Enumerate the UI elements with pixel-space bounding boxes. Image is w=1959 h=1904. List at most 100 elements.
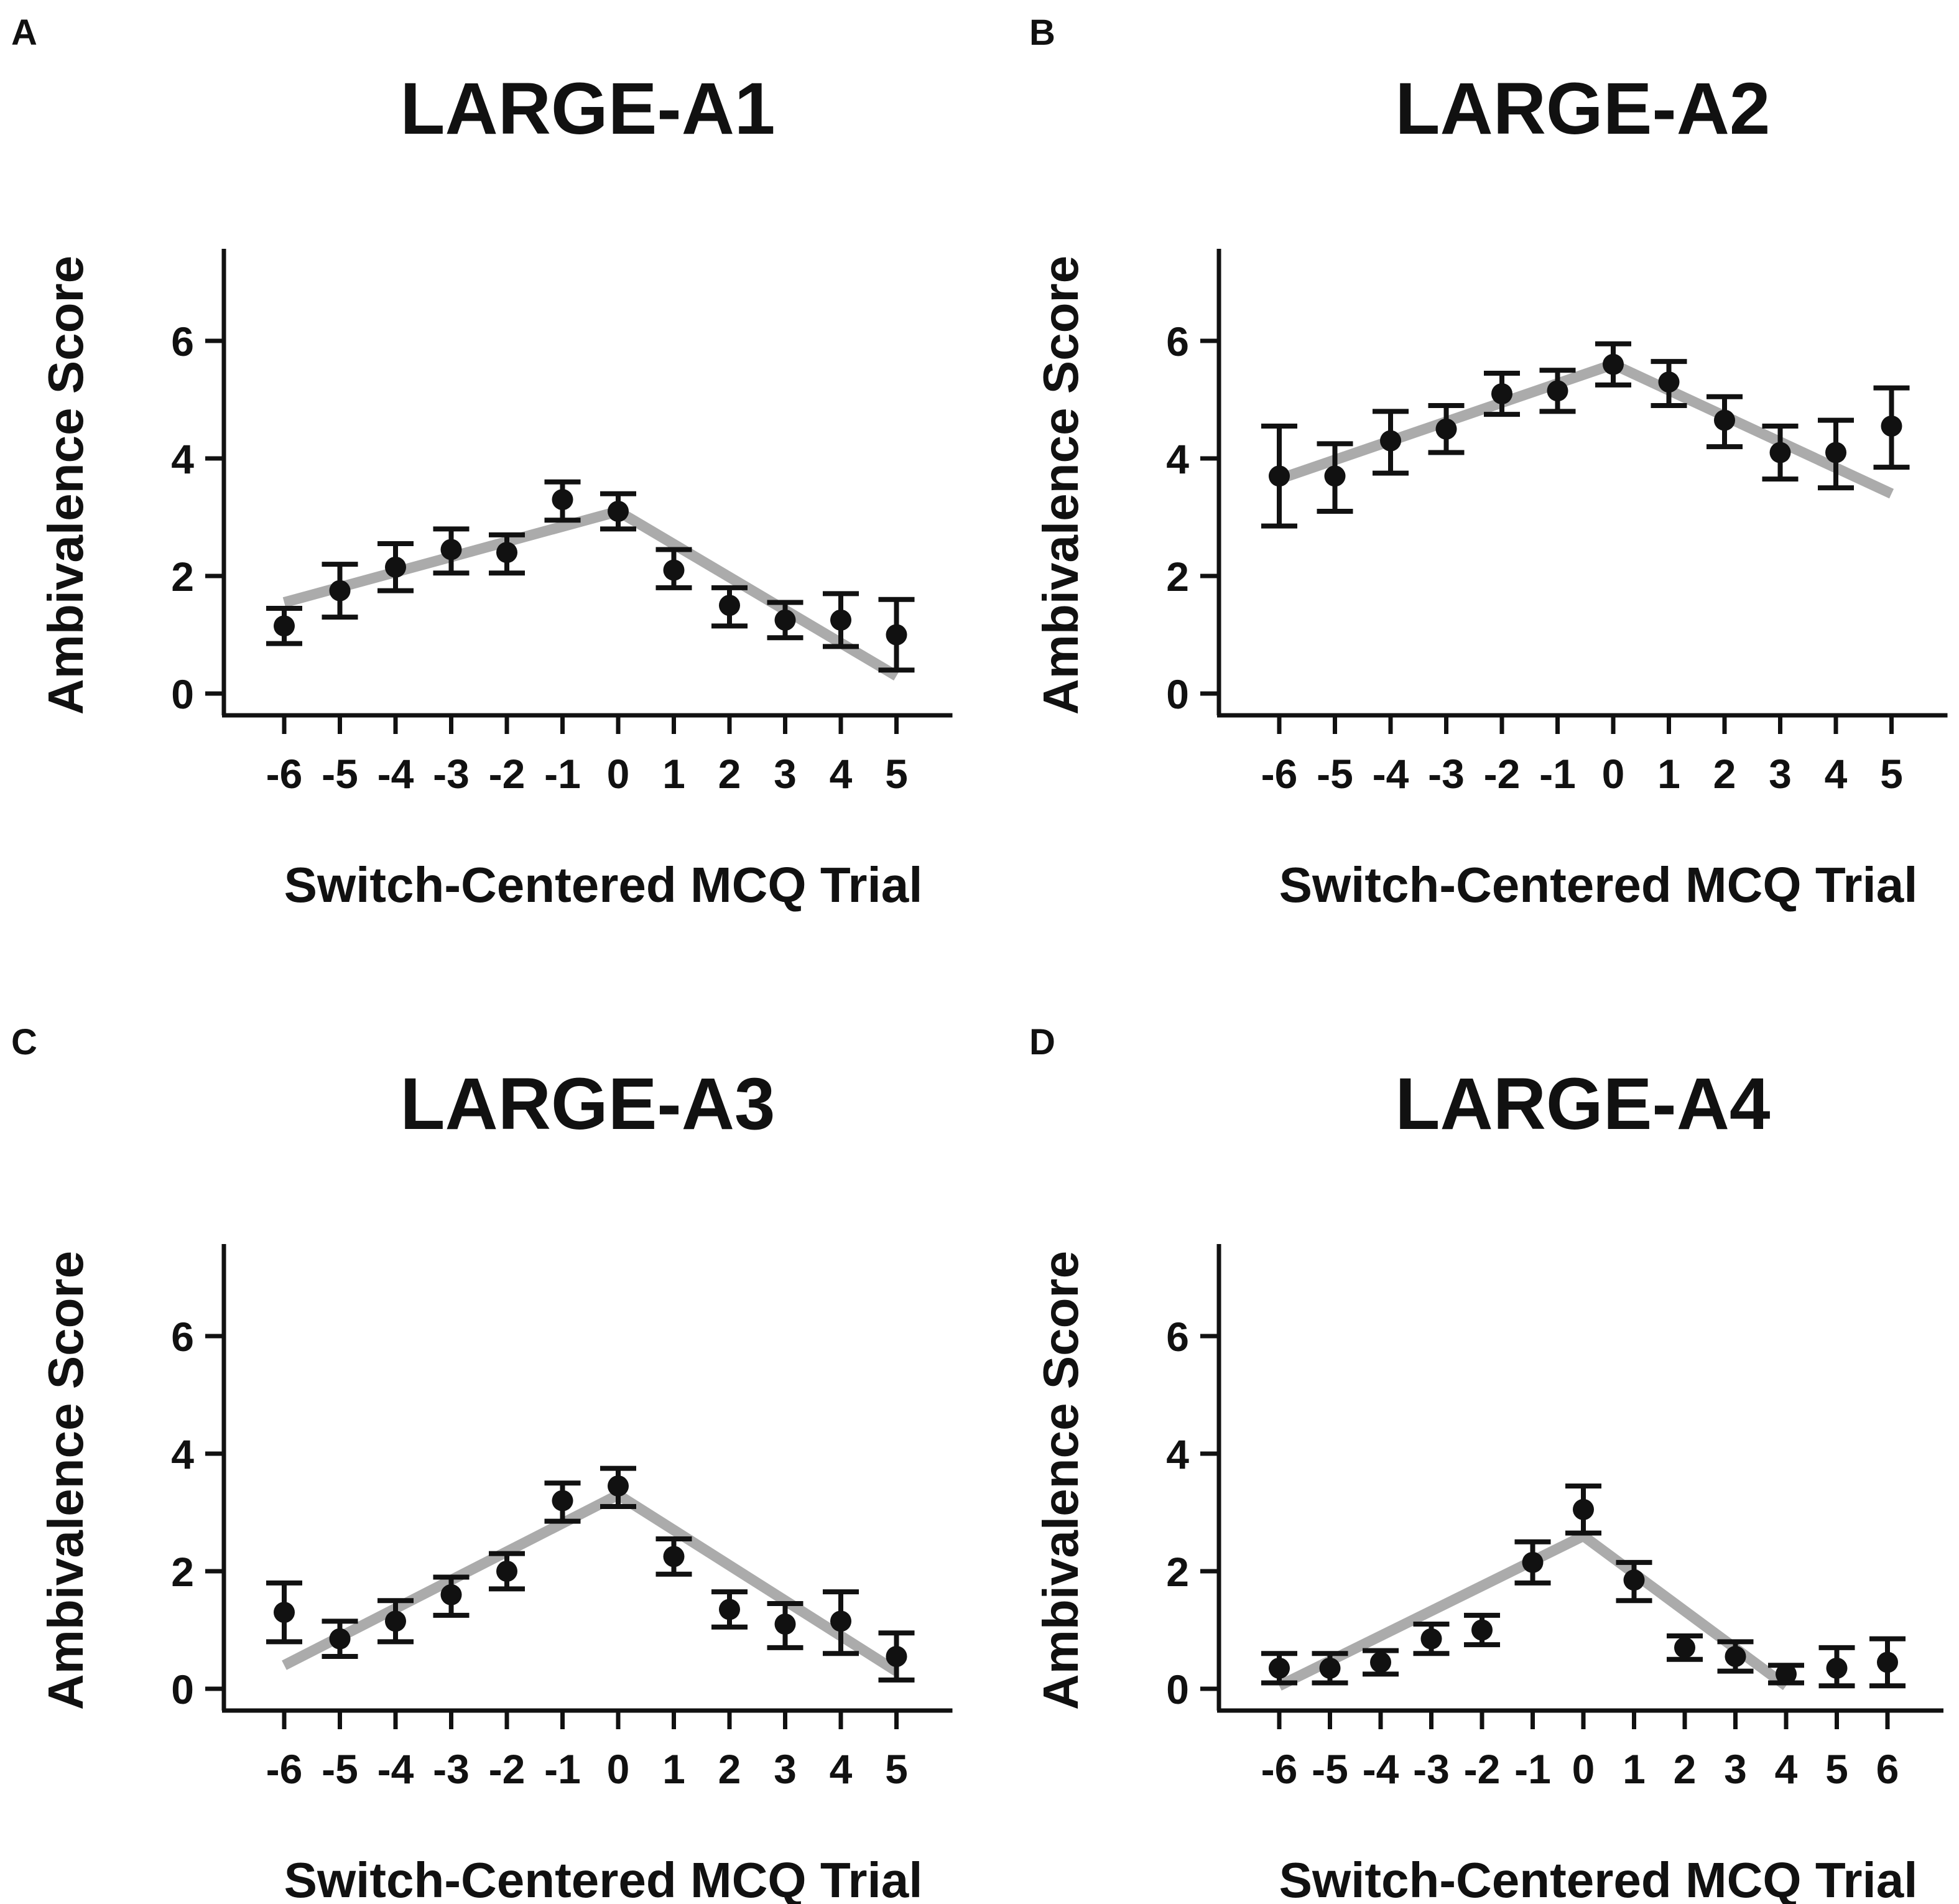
y-tick-label: 2	[1166, 554, 1189, 600]
panel-c: C LARGE-A3 Ambivalence Score Switch-Cent…	[11, 1022, 953, 1904]
x-tick-label: 0	[1602, 751, 1625, 797]
data-point	[830, 1610, 851, 1632]
data-point	[1547, 380, 1568, 402]
data-point	[1881, 416, 1902, 437]
x-tick-label: 3	[1724, 1746, 1747, 1792]
data-point	[1471, 1619, 1493, 1641]
x-tick-label: 1	[1657, 751, 1680, 797]
x-tick-label: 0	[607, 751, 630, 797]
data-point	[1491, 383, 1512, 405]
data-point	[1714, 409, 1735, 431]
x-tick-label: -1	[544, 1746, 581, 1792]
x-tick-label: 5	[885, 751, 908, 797]
data-point	[1370, 1651, 1391, 1673]
x-tick-label: 2	[718, 751, 741, 797]
x-axis-label: Switch-Centered MCQ Trial	[284, 1852, 923, 1904]
y-tick-label: 6	[1166, 1314, 1189, 1360]
data-point	[1825, 442, 1846, 463]
data-point	[385, 1610, 406, 1632]
x-tick-label: 1	[662, 751, 685, 797]
x-tick-label: -2	[1484, 751, 1521, 797]
data-point	[1623, 1569, 1645, 1591]
data-point	[496, 542, 517, 564]
data-point	[274, 615, 295, 637]
x-tick-label: -1	[1539, 751, 1576, 797]
y-tick-label: 4	[1166, 436, 1189, 482]
data-point	[774, 1614, 796, 1635]
x-tick-label: -5	[1312, 1746, 1348, 1792]
x-tick-label: 2	[718, 1746, 741, 1792]
x-tick-label: -3	[433, 751, 470, 797]
data-point	[1769, 442, 1791, 463]
y-axis-label: Ambivalence Score	[38, 256, 93, 715]
y-tick-label: 0	[1166, 1666, 1189, 1712]
data-point	[1522, 1551, 1544, 1573]
chart-title: LARGE-A3	[400, 1063, 775, 1145]
chart-title: LARGE-A2	[1395, 68, 1770, 150]
panel-b: B LARGE-A2 Ambivalence Score Switch-Cent…	[1029, 12, 1948, 913]
data-point	[1877, 1651, 1898, 1673]
x-tick-label: 2	[1674, 1746, 1697, 1792]
x-tick-label: -4	[1373, 751, 1409, 797]
x-tick-label: 4	[830, 1746, 853, 1792]
data-point	[608, 501, 629, 522]
data-point	[1269, 1657, 1290, 1679]
x-tick-label: -5	[1317, 751, 1353, 797]
x-tick-label: -2	[489, 751, 526, 797]
fit-line	[1277, 1530, 1790, 1691]
data-point	[1826, 1657, 1848, 1679]
fit-line	[282, 1488, 900, 1676]
x-tick-label: -4	[377, 1746, 414, 1792]
x-tick-label: 3	[774, 751, 797, 797]
x-tick-label: 1	[662, 1746, 685, 1792]
x-tick-label: -3	[433, 1746, 470, 1792]
data-point	[496, 1561, 517, 1582]
x-tick-label: -1	[1514, 1746, 1551, 1792]
data-point	[719, 1599, 740, 1620]
panel-letter: D	[1029, 1022, 1055, 1062]
x-tick-label: 0	[1572, 1746, 1595, 1792]
data-point	[329, 1628, 351, 1650]
data-point	[1319, 1657, 1341, 1679]
y-tick-label: 4	[1166, 1431, 1189, 1477]
x-tick-label: -6	[266, 751, 303, 797]
x-tick-label: 6	[1876, 1746, 1899, 1792]
x-tick-label: 1	[1623, 1746, 1646, 1792]
x-tick-label: -5	[322, 1746, 358, 1792]
data-point	[329, 580, 351, 601]
x-tick-label: -1	[544, 751, 581, 797]
x-tick-label: -6	[1261, 1746, 1298, 1792]
x-tick-label: 5	[885, 1746, 908, 1792]
data-point	[440, 539, 462, 560]
x-tick-label: 5	[1825, 1746, 1848, 1792]
data-point	[1269, 465, 1290, 487]
data-point	[1725, 1646, 1746, 1668]
y-axis-label: Ambivalence Score	[1033, 1251, 1088, 1710]
x-tick-label: 0	[607, 1746, 630, 1792]
x-tick-label: 4	[830, 751, 853, 797]
x-axis-label: Switch-Centered MCQ Trial	[284, 857, 923, 913]
y-tick-label: 6	[171, 1314, 194, 1360]
x-tick-label: 4	[1825, 751, 1848, 797]
y-axis-label: Ambivalence Score	[1033, 256, 1088, 715]
x-tick-label: 3	[1769, 751, 1792, 797]
data-point	[774, 609, 796, 631]
panel-letter: A	[11, 12, 37, 53]
y-tick-label: 2	[1166, 1549, 1189, 1595]
panel-d: D LARGE-A4 Ambivalence Score Switch-Cent…	[1029, 1022, 1943, 1904]
x-tick-label: 3	[774, 1746, 797, 1792]
chart-title: LARGE-A4	[1395, 1063, 1770, 1145]
data-point	[274, 1602, 295, 1623]
x-tick-label: 4	[1775, 1746, 1798, 1792]
data-point	[719, 595, 740, 616]
panel-letter: B	[1029, 12, 1055, 53]
x-tick-label: -3	[1428, 751, 1465, 797]
x-tick-label: -4	[377, 751, 414, 797]
data-point	[1674, 1637, 1695, 1658]
data-point	[1380, 430, 1401, 452]
data-point	[552, 489, 573, 511]
